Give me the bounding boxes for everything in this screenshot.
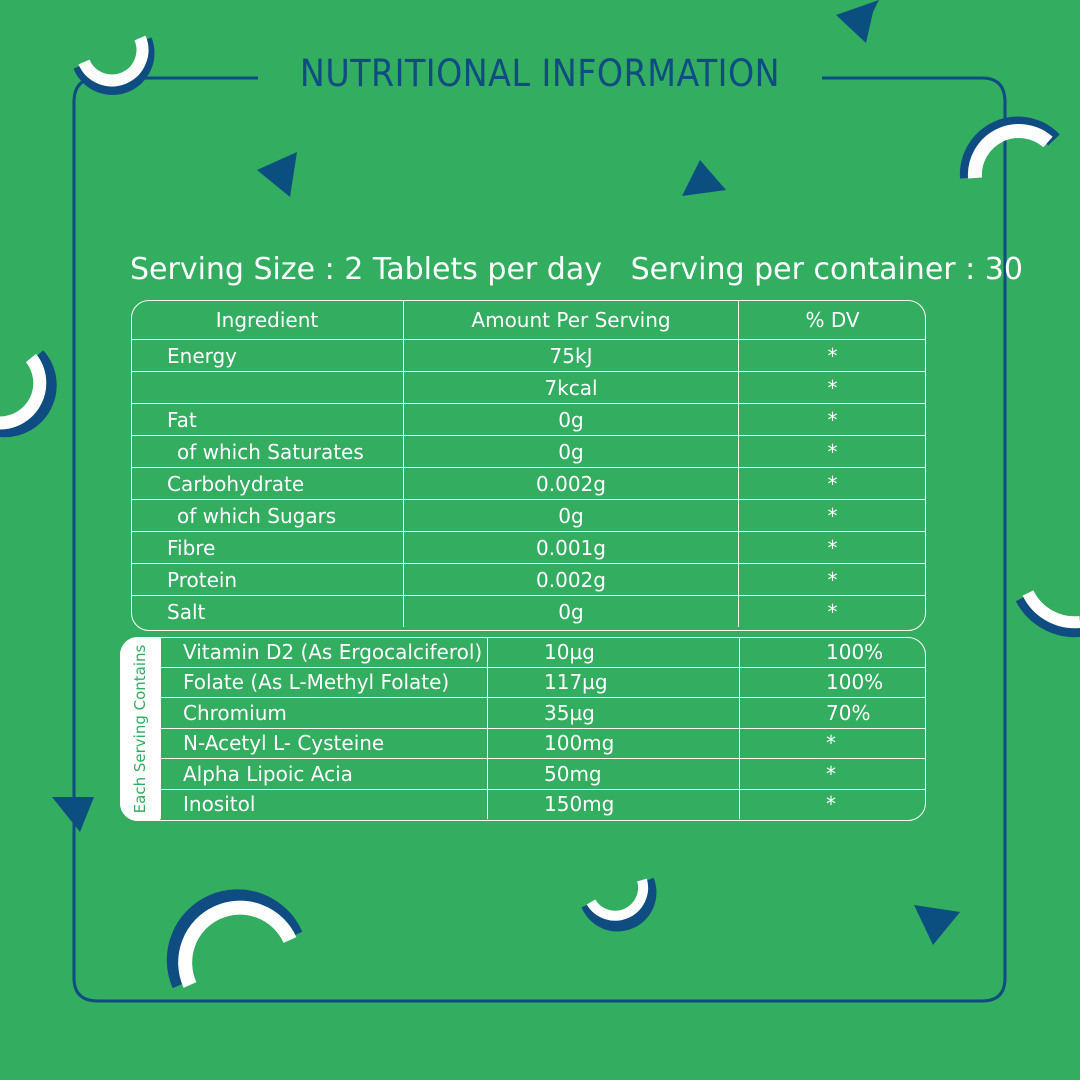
arc-shape-icon [73, 35, 155, 95]
table-row: Fibre 0.001g * [131, 531, 926, 564]
percent-dv: * [738, 563, 926, 596]
amount-per-serving: 0.002g [403, 467, 739, 500]
page-title: NUTRITIONAL INFORMATION [299, 52, 781, 95]
percent-dv: * [738, 531, 926, 564]
arc-shape-icon [166, 889, 303, 989]
table-row: Inositol 150mg * [120, 788, 926, 819]
table-row: Salt 0g * [131, 595, 926, 627]
percent-dv: * [738, 467, 926, 500]
table-row: Chromium 35µg 70% [120, 697, 926, 729]
side-spacer [120, 637, 161, 667]
ingredient-name: Salt [131, 595, 404, 627]
ingredient-name: N-Acetyl L- Cysteine [160, 727, 488, 759]
ingredient-name: Energy [131, 339, 404, 372]
triangle-shape-icon [914, 905, 960, 945]
ingredient-name: Folate (As L-Methyl Folate) [160, 666, 488, 698]
percent-dv: 100% [739, 666, 926, 698]
amount-per-serving: 0g [403, 499, 739, 532]
table-row: Vitamin D2 (As Ergocalciferol) 10µg 100% [120, 637, 926, 668]
amount-per-serving: 0g [403, 435, 739, 468]
table-row: Fat 0g * [131, 403, 926, 436]
table-row: Energy 75kJ * [131, 339, 926, 372]
side-label-tab [120, 637, 160, 821]
percent-dv: * [739, 758, 926, 790]
amount-per-serving: 100mg [487, 727, 740, 759]
ingredient-name [131, 371, 404, 404]
table-row: 7kcal * [131, 371, 926, 404]
percent-dv: * [738, 403, 926, 436]
ingredient-name: Chromium [160, 697, 488, 729]
arc-shape-icon [1015, 590, 1080, 638]
amount-per-serving: 0g [403, 403, 739, 436]
ingredient-name: of which Sugars [131, 499, 404, 532]
amount-per-serving: 50mg [487, 758, 740, 790]
arc-shape-icon [581, 877, 657, 932]
triangle-shape-icon [682, 160, 726, 196]
percent-dv: 70% [739, 697, 926, 729]
arc-shape-icon [959, 116, 1060, 179]
percent-dv: * [739, 727, 926, 759]
table-row: of which Saturates 0g * [131, 435, 926, 468]
percent-dv: * [739, 788, 926, 819]
side-spacer [120, 728, 161, 759]
amount-per-serving: 150mg [487, 788, 740, 819]
frame-border [72, 76, 1007, 1003]
servings-per-container: Serving per container : 30 [630, 252, 1023, 287]
side-spacer [120, 789, 161, 819]
table-header-row: Ingredient Amount Per Serving % DV [131, 300, 926, 340]
table-row: N-Acetyl L- Cysteine 100mg * [120, 727, 926, 759]
side-spacer [120, 759, 161, 790]
amount-per-serving: 0g [403, 595, 739, 627]
arc-shape-icon [0, 350, 57, 438]
ingredient-name: Inositol [160, 788, 488, 819]
percent-dv: * [738, 595, 926, 627]
side-spacer [120, 698, 161, 729]
table-row: Protein 0.002g * [131, 563, 926, 596]
percent-dv: * [738, 499, 926, 532]
triangle-shape-icon [52, 797, 94, 832]
side-spacer [120, 667, 161, 698]
table-row: Alpha Lipoic Acia 50mg * [120, 758, 926, 790]
nutrition-table: Ingredient Amount Per Serving % DV Energ… [131, 300, 926, 627]
header-amount: Amount Per Serving [403, 300, 739, 340]
header-dv: % DV [738, 300, 926, 340]
percent-dv: 100% [739, 637, 926, 668]
amount-per-serving: 0.002g [403, 563, 739, 596]
percent-dv: * [738, 435, 926, 468]
percent-dv: * [738, 371, 926, 404]
ingredient-name: of which Saturates [131, 435, 404, 468]
ingredient-name: Fibre [131, 531, 404, 564]
percent-dv: * [738, 339, 926, 372]
amount-per-serving: 35µg [487, 697, 740, 729]
amount-per-serving: 117µg [487, 666, 740, 698]
serving-size: Serving Size : 2 Tablets per day [130, 252, 602, 287]
ingredient-name: Alpha Lipoic Acia [160, 758, 488, 790]
amount-per-serving: 10µg [487, 637, 740, 668]
table-row: Carbohydrate 0.002g * [131, 467, 926, 500]
amount-per-serving: 7kcal [403, 371, 739, 404]
triangle-shape-icon [257, 152, 297, 197]
ingredient-name: Protein [131, 563, 404, 596]
table-row: of which Sugars 0g * [131, 499, 926, 532]
table-row: Folate (As L-Methyl Folate) 117µg 100% [120, 666, 926, 698]
ingredient-name: Carbohydrate [131, 467, 404, 500]
amount-per-serving: 0.001g [403, 531, 739, 564]
amount-per-serving: 75kJ [403, 339, 739, 372]
header-ingredient: Ingredient [131, 300, 404, 340]
supplement-table: Vitamin D2 (As Ergocalciferol) 10µg 100% Fo… [120, 637, 926, 819]
triangle-shape-icon [836, 0, 879, 43]
serving-info: Serving Size : 2 Tablets per day Serving… [130, 252, 1023, 287]
ingredient-name: Vitamin D2 (As Ergocalciferol) [160, 637, 488, 668]
ingredient-name: Fat [131, 403, 404, 436]
